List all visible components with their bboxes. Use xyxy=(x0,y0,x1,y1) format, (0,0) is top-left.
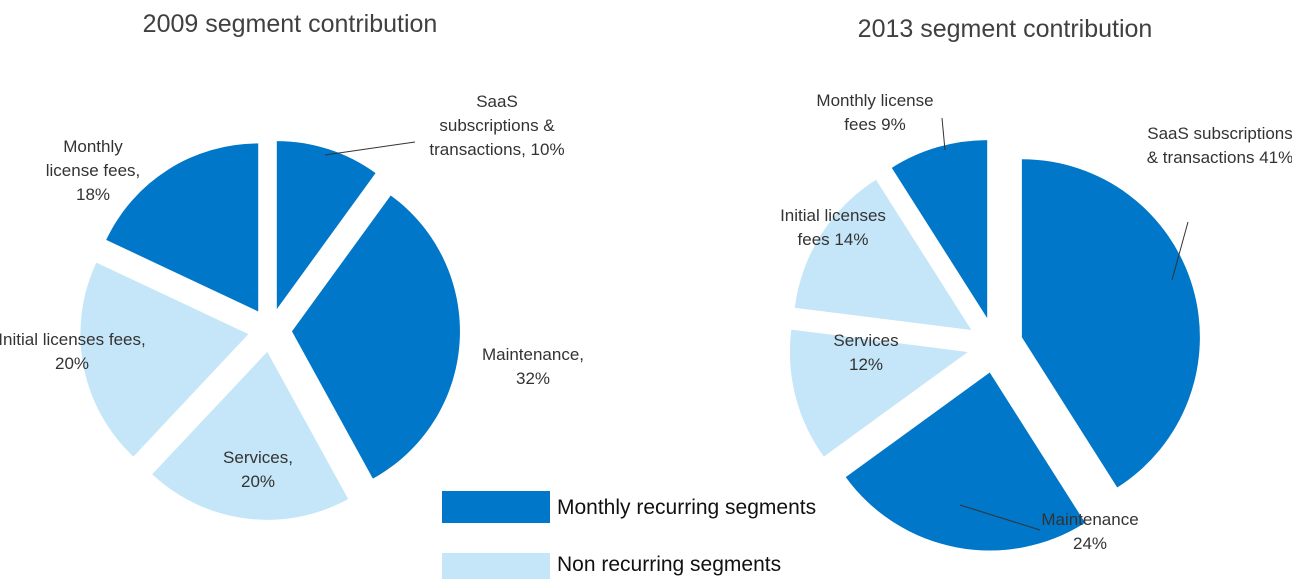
slice-value: 10% xyxy=(530,140,565,159)
slice-value: 24% xyxy=(1072,534,1108,553)
pie-slice xyxy=(891,140,988,319)
slice-category: Initial licenses fees xyxy=(780,206,886,249)
slice-value: 32% xyxy=(515,369,551,388)
slice-label: Initial licenses fees, 20% xyxy=(0,328,147,376)
slice-label: Monthly license fees, 18% xyxy=(38,135,148,207)
legend-swatch xyxy=(442,553,550,579)
slice-category: Maintenance, xyxy=(481,345,585,364)
slice-value: 20% xyxy=(240,472,276,491)
legend-label: Monthly recurring segments xyxy=(557,496,817,519)
slice-category: Services xyxy=(833,331,899,350)
chart-title: 2009 segment contribution xyxy=(142,10,438,38)
slice-value: 18% xyxy=(75,185,111,204)
leader-line xyxy=(941,117,946,151)
slice-value: 9% xyxy=(881,115,906,134)
slice-value: 41% xyxy=(1259,148,1292,167)
slice-label: Maintenance 24% xyxy=(1035,508,1145,556)
legend-swatch xyxy=(442,491,550,523)
pie-slice xyxy=(276,141,376,310)
pie-slice xyxy=(794,179,972,330)
slice-label: SaaS subscriptions & transactions, 10% xyxy=(427,90,567,162)
pie-slice xyxy=(152,351,349,520)
pie-slice xyxy=(106,143,259,312)
slice-label: SaaS subscriptions & transactions 41% xyxy=(1145,122,1292,170)
slice-category: Monthly license fees, xyxy=(45,137,141,180)
chart-title: 2013 segment contribution xyxy=(857,15,1153,43)
slice-category: SaaS subscriptions & transactions xyxy=(1146,124,1292,167)
pie-slice xyxy=(789,329,968,457)
slice-category: Maintenance xyxy=(1041,510,1139,529)
slice-value: 20% xyxy=(54,354,90,373)
slice-label: Initial licenses fees 14% xyxy=(768,204,898,252)
leader-line xyxy=(324,141,416,156)
pie-slice xyxy=(845,372,1086,551)
slice-category: Monthly license fees xyxy=(816,91,934,134)
slice-value: 14% xyxy=(834,230,869,249)
leader-line xyxy=(1171,221,1189,281)
pie-slice xyxy=(1021,159,1200,488)
slice-value: 12% xyxy=(848,355,884,374)
slice-label: Maintenance, 32% xyxy=(468,343,598,391)
slice-category: Initial licenses fees, xyxy=(0,330,146,349)
slice-category: Services, xyxy=(223,448,293,467)
pie-slice xyxy=(80,262,249,457)
pie-slice xyxy=(291,195,460,479)
leader-line xyxy=(959,504,1041,531)
slice-category: SaaS subscriptions & transactions, xyxy=(429,92,555,159)
slice-label: Monthly license fees 9% xyxy=(800,89,950,137)
legend-label: Non recurring segments xyxy=(557,553,782,576)
slice-label: Services 12% xyxy=(816,329,916,377)
slice-label: Services, 20% xyxy=(208,446,308,494)
